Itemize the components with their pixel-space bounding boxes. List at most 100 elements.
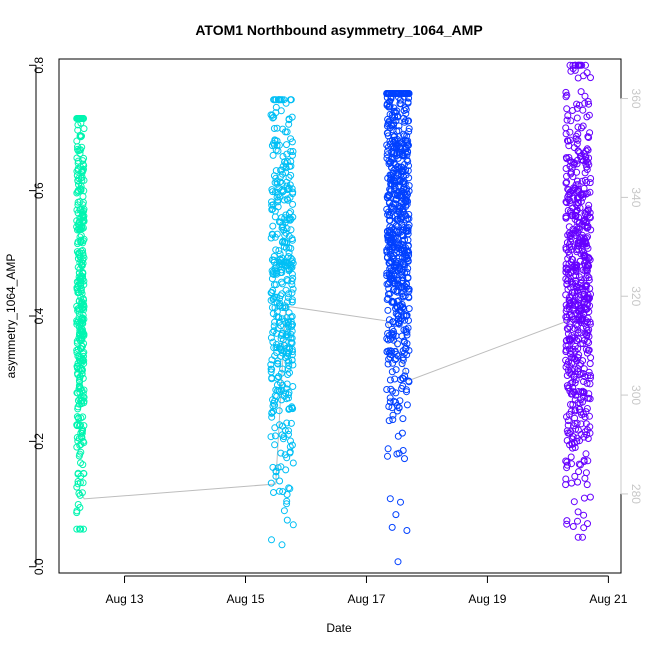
data-point (383, 129, 391, 137)
data-point (383, 272, 391, 280)
data-point (573, 156, 581, 164)
data-point (280, 507, 288, 515)
data-point (287, 171, 295, 179)
data-point (386, 349, 393, 357)
data-point (387, 335, 394, 343)
data-point (384, 211, 392, 219)
secondary-series-path (78, 305, 581, 500)
data-point (73, 154, 81, 162)
data-point (388, 404, 396, 412)
data-point (288, 270, 296, 278)
data-point (276, 487, 283, 495)
data-point (403, 132, 411, 140)
data-point (280, 226, 288, 234)
data-point (564, 417, 572, 425)
data-point (284, 328, 292, 336)
data-point (288, 258, 296, 266)
data-point (73, 509, 81, 517)
x-axis-label: Date (326, 621, 352, 635)
data-point (388, 149, 396, 157)
data-point (73, 317, 81, 325)
data-point (580, 494, 588, 502)
data-point (573, 140, 581, 148)
data-point (75, 400, 83, 408)
data-point (571, 66, 579, 74)
data-point (270, 125, 278, 132)
data-point (385, 285, 393, 293)
data-point (565, 191, 573, 199)
data-point (77, 174, 85, 182)
data-point (279, 381, 286, 389)
data-point (394, 340, 401, 348)
data-point (74, 165, 82, 172)
data-point (583, 379, 591, 387)
data-point (562, 124, 570, 132)
data-point (76, 344, 84, 352)
data-point (79, 193, 87, 200)
data-point (574, 508, 582, 516)
data-point (584, 189, 591, 197)
data-point (394, 90, 402, 97)
data-point (284, 196, 292, 204)
data-point (574, 74, 582, 82)
data-point (267, 433, 275, 441)
data-point (579, 234, 587, 242)
data-point (575, 194, 583, 201)
data-point (573, 246, 581, 254)
data-point (400, 132, 408, 140)
data-point (278, 396, 286, 404)
data-point (76, 115, 84, 122)
data-point (392, 398, 399, 406)
data-point (288, 313, 296, 320)
data-point (574, 326, 582, 334)
data-point (572, 272, 580, 280)
data-point (74, 126, 82, 134)
data-point (277, 379, 284, 387)
data-point (284, 254, 291, 262)
data-point (268, 206, 276, 214)
data-point (388, 387, 396, 395)
data-point (385, 160, 393, 168)
x-tick-label: Aug 15 (226, 592, 264, 606)
data-point (385, 332, 393, 339)
data-point (387, 186, 395, 194)
data-point (289, 213, 297, 221)
data-point (571, 61, 579, 69)
data-point (275, 96, 282, 104)
data-point (289, 190, 297, 198)
data-point (270, 96, 278, 104)
data-point (287, 419, 295, 427)
data-point (563, 172, 570, 180)
data-point (579, 122, 587, 130)
secondary-series-line (78, 305, 581, 500)
y-tick-label: 0.8 (32, 57, 46, 74)
data-point (386, 159, 394, 167)
data-point (271, 207, 279, 215)
data-point (568, 439, 576, 447)
data-point (578, 411, 586, 419)
data-point (288, 327, 296, 335)
data-point (286, 485, 294, 493)
data-point (283, 141, 290, 149)
data-point (398, 385, 406, 392)
data-point (404, 274, 412, 282)
data-point (270, 113, 278, 121)
data-point (400, 337, 408, 345)
data-point (402, 212, 410, 220)
data-point (578, 315, 586, 323)
data-point (562, 154, 570, 162)
data-point (567, 453, 575, 461)
data-point (404, 98, 412, 106)
data-point (392, 332, 400, 340)
data-point (401, 117, 409, 125)
data-point (586, 179, 594, 187)
y-tick-label: 0.6 (32, 182, 46, 199)
data-point (563, 281, 571, 288)
data-point (567, 428, 575, 436)
data-point (395, 253, 403, 261)
data-point (582, 208, 590, 216)
data-point (73, 137, 81, 145)
data-point (393, 195, 401, 203)
chart-title: ATOM1 Northbound asymmetry_1064_AMP (195, 22, 482, 38)
data-point (584, 233, 591, 241)
